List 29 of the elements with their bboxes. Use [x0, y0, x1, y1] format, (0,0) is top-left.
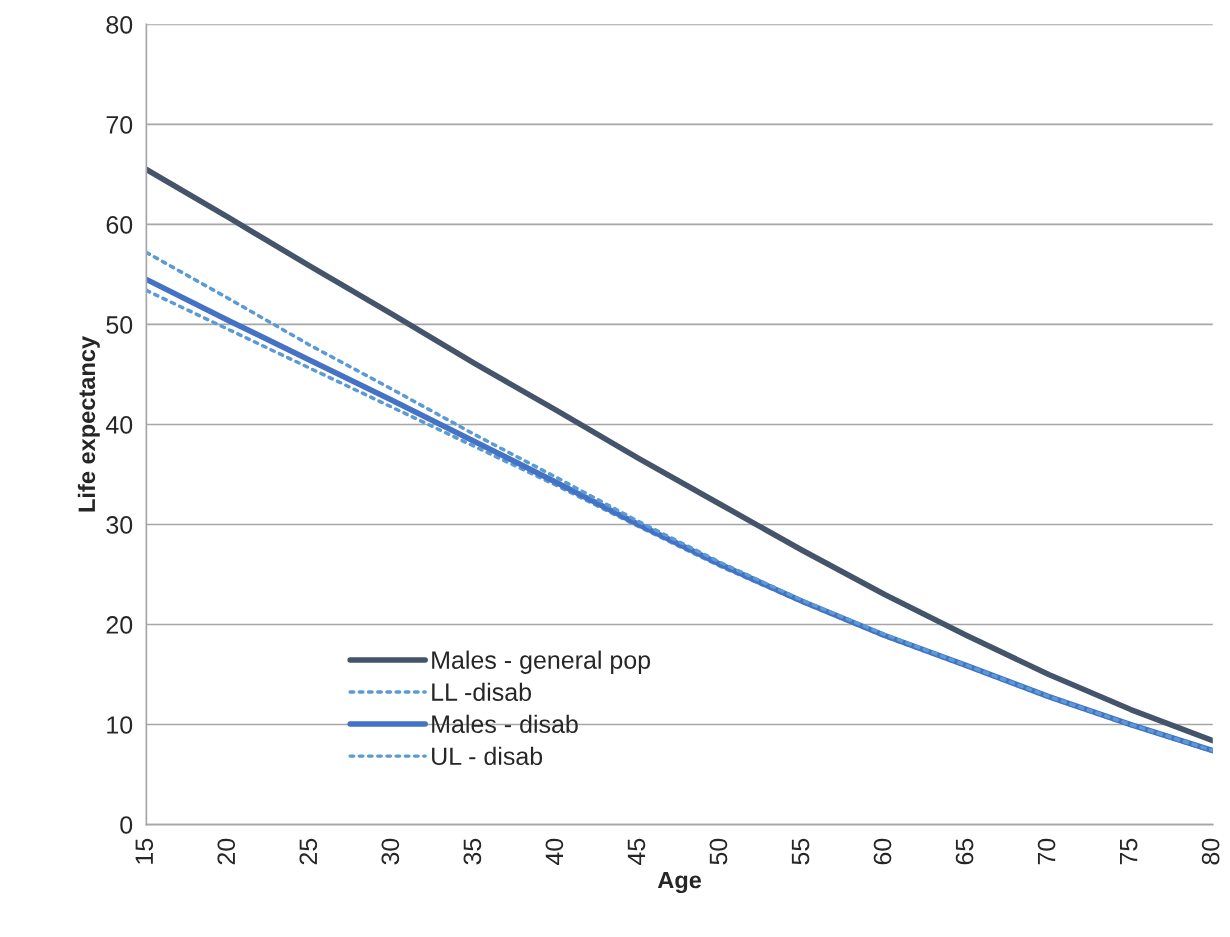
x-tick-label: 15 — [135, 838, 154, 864]
y-tick-label: 60 — [106, 216, 133, 234]
x-tick-label: 35 — [463, 838, 482, 865]
y-tick-label: 30 — [106, 516, 133, 534]
legend-label: Males - disab — [432, 714, 578, 734]
x-tick-label: 30 — [381, 838, 400, 865]
x-tick-label: 25 — [299, 838, 318, 865]
y-axis-title: Life expectancy — [77, 336, 100, 512]
legend-label: UL - disab — [432, 746, 543, 766]
x-tick-label: 65 — [955, 838, 974, 865]
x-tick-label: 80 — [1201, 838, 1220, 865]
y-tick-label: 40 — [105, 416, 133, 434]
x-tick-label: 70 — [1037, 838, 1056, 865]
y-tick-label: 0 — [120, 816, 133, 834]
x-tick-label: 50 — [709, 838, 728, 865]
y-tick-label: 70 — [106, 115, 133, 134]
x-tick-label: 40 — [545, 838, 564, 865]
legend-label: LL -disab — [432, 682, 532, 701]
y-tick-label: 10 — [107, 716, 133, 734]
y-tick-label: 80 — [106, 15, 133, 34]
x-axis-title: Age — [657, 871, 702, 894]
y-tick-label: 50 — [106, 316, 133, 334]
y-tick-label: 20 — [106, 616, 133, 634]
x-tick-label: 20 — [217, 838, 236, 865]
legend-label: Males - general pop — [432, 650, 651, 674]
x-tick-label: 45 — [627, 838, 646, 865]
x-tick-label: 55 — [791, 838, 810, 865]
x-tick-label: 60 — [873, 838, 892, 865]
x-tick-label: 75 — [1120, 838, 1138, 865]
